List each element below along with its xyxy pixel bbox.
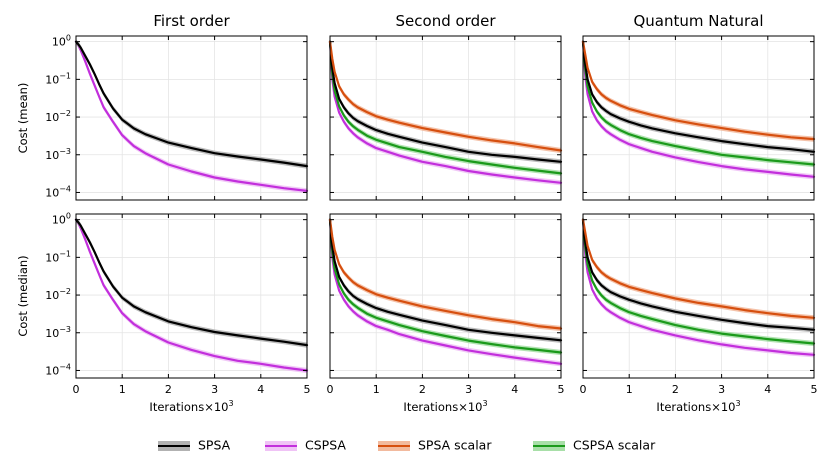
legend-entry: [378, 441, 410, 451]
y-tick-label: 10−2: [45, 287, 71, 303]
x-tick-label: 3: [465, 383, 472, 396]
series-band: [330, 39, 561, 176]
plot-frame: [582, 35, 815, 201]
column-title: Second order: [396, 12, 497, 30]
subplot: [328, 35, 563, 201]
series-line: [581, 218, 816, 356]
series-band: [330, 217, 561, 367]
series-band: [583, 217, 814, 358]
x-tick-label: 5: [558, 383, 565, 396]
series-line: [581, 40, 816, 166]
series-line: [328, 218, 563, 330]
series-line: [581, 40, 816, 178]
subplot: [581, 213, 816, 379]
x-tick-label: 4: [257, 383, 264, 396]
y-tick-label: 10−1: [45, 249, 71, 265]
legend-label: CSPSA: [305, 438, 346, 453]
plot-frame: [582, 213, 815, 379]
x-axis-label: Iterations×103: [403, 399, 487, 414]
series-line: [328, 40, 563, 184]
series-line: [581, 40, 816, 141]
plot-frame: [329, 35, 562, 201]
x-tick-label: 4: [764, 383, 771, 396]
plot-frame: [329, 213, 562, 379]
legend-label: SPSA: [198, 438, 231, 453]
y-tick-label: 10−2: [45, 109, 71, 125]
series-line: [581, 218, 816, 345]
y-tick-label: 10−3: [45, 146, 71, 162]
series-line: [328, 40, 563, 175]
legend-entry: [158, 441, 190, 451]
x-tick-label: 0: [327, 383, 334, 396]
column-title: Quantum Natural: [633, 12, 763, 30]
y-axis-label: Cost (median): [16, 255, 30, 336]
legend-label: CSPSA scalar: [573, 438, 656, 453]
subplot: [328, 213, 563, 379]
x-tick-label: 5: [811, 383, 818, 396]
x-tick-label: 1: [626, 383, 633, 396]
subplot: [74, 213, 309, 379]
x-tick-label: 3: [211, 383, 218, 396]
legend-entry: [533, 441, 565, 451]
y-tick-label: 10−4: [45, 184, 71, 200]
y-axis-label: Cost (mean): [16, 83, 30, 154]
series-line: [74, 218, 309, 372]
subplot: [581, 35, 816, 201]
x-tick-label: 2: [672, 383, 679, 396]
legend-entry: [265, 441, 297, 451]
legend-label: SPSA scalar: [418, 438, 492, 453]
x-tick-label: 0: [580, 383, 587, 396]
x-tick-label: 2: [165, 383, 172, 396]
series-band: [330, 39, 561, 154]
series-line: [328, 40, 563, 163]
x-tick-label: 0: [73, 383, 80, 396]
column-title: First order: [153, 12, 230, 30]
x-tick-label: 5: [304, 383, 311, 396]
x-tick-label: 4: [511, 383, 518, 396]
x-tick-label: 3: [718, 383, 725, 396]
series-line: [74, 218, 309, 347]
y-tick-label: 10−3: [45, 324, 71, 340]
series-line: [328, 40, 563, 152]
x-tick-label: 2: [419, 383, 426, 396]
y-tick-label: 10−1: [45, 71, 71, 87]
plot-frame: [75, 35, 308, 201]
series-line: [581, 40, 816, 153]
series-line: [74, 40, 309, 168]
y-tick-label: 100: [52, 33, 71, 49]
series-line: [328, 218, 563, 354]
x-tick-label: 1: [373, 383, 380, 396]
series-line: [74, 40, 309, 192]
plot-frame: [75, 213, 308, 379]
series-line: [328, 218, 563, 342]
subplot: [74, 35, 309, 201]
x-axis-label: Iterations×103: [149, 399, 233, 414]
series-line: [328, 218, 563, 365]
series-line: [581, 218, 816, 331]
x-axis-label: Iterations×103: [656, 399, 740, 414]
y-tick-label: 100: [52, 211, 71, 227]
x-tick-label: 1: [119, 383, 126, 396]
series-band: [330, 217, 561, 332]
series-band: [583, 217, 814, 347]
series-band: [583, 39, 814, 180]
series-line: [581, 218, 816, 319]
y-tick-label: 10−4: [45, 362, 71, 378]
